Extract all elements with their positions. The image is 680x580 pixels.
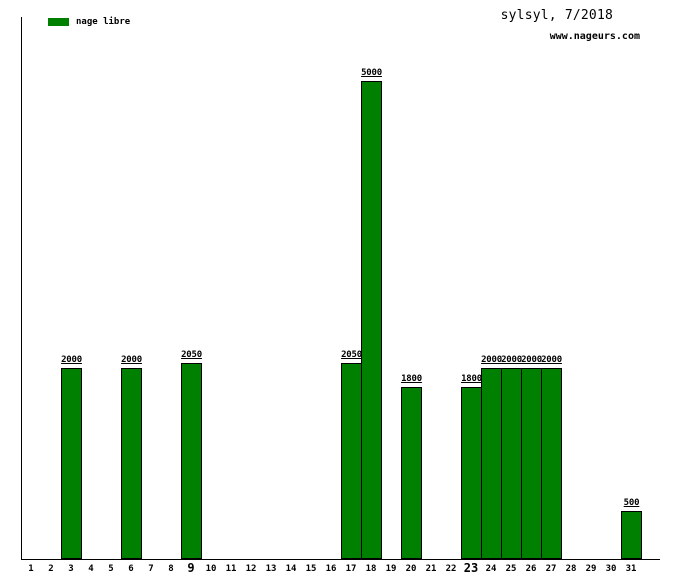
- x-axis-label-day-2: 2: [48, 564, 54, 574]
- bar-value-day-27[interactable]: 2000: [541, 355, 562, 365]
- x-axis-label-day-9: 9: [187, 561, 195, 575]
- y-axis-line: [21, 17, 22, 560]
- site-watermark: www.nageurs.com: [549, 31, 640, 42]
- x-axis-label-day-26: 26: [525, 564, 537, 574]
- bar-day-17: [341, 363, 362, 559]
- x-axis-label-day-14: 14: [285, 564, 297, 574]
- legend-label: nage libre: [76, 17, 131, 27]
- x-axis-label-day-5: 5: [108, 564, 114, 574]
- x-axis-label-day-30: 30: [605, 564, 617, 574]
- bar-day-23: [461, 387, 482, 559]
- x-axis-label-day-13: 13: [265, 564, 277, 574]
- bar-value-day-6[interactable]: 2000: [121, 355, 142, 365]
- x-axis-label-day-28: 28: [565, 564, 577, 574]
- bar-value-day-9[interactable]: 2050: [181, 350, 202, 360]
- x-axis-label-day-21: 21: [425, 564, 437, 574]
- bar-day-26: [521, 368, 542, 559]
- legend-swatch: [48, 18, 69, 26]
- bar-day-9: [181, 363, 202, 559]
- x-axis-label-day-17: 17: [345, 564, 357, 574]
- x-axis-label-day-1: 1: [28, 564, 34, 574]
- x-axis-label-day-7: 7: [148, 564, 154, 574]
- x-axis-label-day-25: 25: [505, 564, 517, 574]
- x-axis-label-day-4: 4: [88, 564, 94, 574]
- x-axis-label-day-31: 31: [625, 564, 637, 574]
- bar-value-day-23[interactable]: 1800: [461, 374, 482, 384]
- x-axis-label-day-29: 29: [585, 564, 597, 574]
- bar-value-day-26[interactable]: 2000: [521, 355, 542, 365]
- x-axis-label-day-12: 12: [245, 564, 257, 574]
- x-axis-label-day-22: 22: [445, 564, 457, 574]
- bar-day-3: [61, 368, 82, 559]
- x-axis-label-day-20: 20: [405, 564, 417, 574]
- bar-day-6: [121, 368, 142, 559]
- x-axis-label-day-6: 6: [128, 564, 134, 574]
- x-axis-label-day-16: 16: [325, 564, 337, 574]
- x-axis-label-day-10: 10: [205, 564, 217, 574]
- bar-value-day-20[interactable]: 1800: [401, 374, 422, 384]
- bar-value-day-31[interactable]: 500: [623, 498, 640, 508]
- x-axis-label-day-24: 24: [485, 564, 497, 574]
- x-axis-label-day-18: 18: [365, 564, 377, 574]
- x-axis-label-day-15: 15: [305, 564, 317, 574]
- bar-value-day-18[interactable]: 5000: [361, 68, 382, 78]
- x-axis-label-day-23: 23: [463, 561, 479, 575]
- x-axis-label-day-19: 19: [385, 564, 397, 574]
- bar-value-day-3[interactable]: 2000: [61, 355, 82, 365]
- x-axis-label-day-27: 27: [545, 564, 557, 574]
- bar-day-18: [361, 81, 382, 559]
- bar-value-day-25[interactable]: 2000: [501, 355, 522, 365]
- bar-day-20: [401, 387, 422, 559]
- x-axis-label-day-3: 3: [68, 564, 74, 574]
- bar-day-24: [481, 368, 502, 559]
- chart-title: sylsyl, 7/2018: [500, 8, 613, 23]
- bar-day-31: [621, 511, 642, 559]
- x-axis-line: [21, 559, 660, 560]
- bar-day-25: [501, 368, 522, 559]
- x-axis-label-day-11: 11: [225, 564, 237, 574]
- bar-value-day-17[interactable]: 2050: [341, 350, 362, 360]
- bar-value-day-24[interactable]: 2000: [481, 355, 502, 365]
- x-axis-label-day-8: 8: [168, 564, 174, 574]
- bar-day-27: [541, 368, 562, 559]
